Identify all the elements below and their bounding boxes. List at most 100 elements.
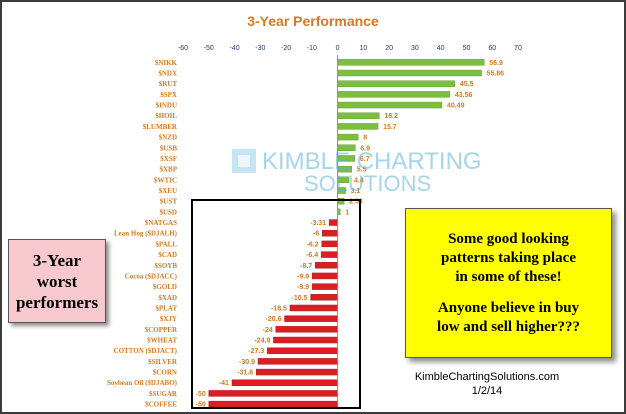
- category-label-12: $XEU: [159, 187, 177, 195]
- category-label-23: $PLAT: [155, 304, 177, 312]
- category-label-28: $SILVER: [148, 358, 178, 366]
- x-tick-label-0: -60: [178, 45, 188, 52]
- category-label-20: Cocoa ($DJACC): [125, 272, 178, 280]
- value-label-28: -30.9: [239, 359, 255, 366]
- category-label-10: $XBP: [160, 166, 178, 174]
- x-tick-label-3: -30: [255, 45, 265, 52]
- category-label-19: $SOYB: [154, 262, 177, 270]
- category-label-11: $WTIC: [154, 176, 177, 184]
- category-label-25: $COPPER: [145, 326, 178, 334]
- category-label-9: $XSF: [160, 155, 177, 163]
- x-tick-label-2: -40: [229, 45, 239, 52]
- value-label-0: 56.9: [489, 60, 503, 67]
- bar-3: [337, 91, 451, 98]
- value-label-5: 16.2: [384, 113, 398, 120]
- value-label-24: -20.6: [266, 316, 282, 323]
- value-label-6: 15.7: [383, 124, 397, 131]
- category-label-26: $WHEAT: [147, 337, 177, 345]
- bar-6: [337, 123, 379, 130]
- bar-4: [337, 101, 443, 109]
- bar-0: [337, 59, 485, 66]
- value-label-17: -6.2: [307, 241, 319, 248]
- value-label-23: -18.5: [271, 305, 287, 312]
- value-label-30: -41: [219, 380, 229, 387]
- value-label-29: -31.6: [237, 370, 253, 377]
- category-label-31: $SUGAR: [149, 390, 178, 398]
- category-label-15: $NATGAS: [145, 219, 177, 227]
- credit-date: 1/2/14: [471, 385, 503, 397]
- x-tick-label-8: 20: [385, 45, 393, 52]
- value-label-4: 40.49: [447, 103, 465, 110]
- category-label-1: $NDX: [158, 70, 177, 78]
- bars: [208, 59, 485, 408]
- worst-box-line-1: 3-Year: [32, 250, 82, 270]
- category-label-0: $NIKK: [155, 59, 178, 67]
- worst-box-line-2: worst: [36, 271, 78, 291]
- kimble-watermark-logo: KIMBLE CHARTING SOLUTIONS: [232, 145, 502, 196]
- value-label-20: -9.9: [297, 273, 309, 280]
- value-label-31: -50: [196, 391, 206, 398]
- category-label-30: Soybean Oil ($DJABO): [107, 379, 178, 387]
- value-label-2: 45.5: [460, 81, 474, 88]
- category-label-29: $CORN: [153, 369, 177, 377]
- bar-2: [337, 80, 456, 87]
- value-label-1: 55.86: [487, 71, 505, 78]
- worst-performers-callout: 3-Year worst performers: [8, 239, 106, 323]
- svg-text:SOLUTIONS: SOLUTIONS: [304, 171, 431, 193]
- category-label-8: $USB: [160, 144, 177, 152]
- category-label-13: $UST: [160, 198, 177, 206]
- category-label-2: $RUT: [159, 80, 178, 88]
- value-label-7: 8: [363, 135, 367, 142]
- worst-box-line-3: performers: [15, 292, 99, 312]
- value-label-27: -27.3: [248, 348, 264, 355]
- bar-7: [337, 133, 359, 141]
- x-axis-ticks: -60 -50 -40 -30 -20 -10 0 10 20 30 40 50 60 70: [178, 45, 522, 52]
- x-tick-label-6: 0: [336, 45, 340, 52]
- value-label-13: 2.53: [349, 199, 363, 206]
- chart-title: 3-Year Performance: [247, 13, 379, 29]
- x-tick-label-11: 50: [463, 45, 471, 52]
- bar-5: [337, 112, 380, 119]
- comment-line-1: Some good looking: [448, 230, 569, 247]
- category-label-17: $PALL: [155, 240, 177, 248]
- x-tick-label-4: -20: [281, 45, 291, 52]
- credit-text: KimbleChartingSolutions.com 1/2/14: [392, 370, 582, 398]
- comment-line-4: Anyone believe in buy: [437, 299, 580, 316]
- category-label-3: $SPX: [160, 91, 177, 99]
- value-label-9: 6.7: [360, 156, 370, 163]
- comment-line-2: patterns taking place: [441, 249, 576, 266]
- comment-line-3: in some of these!: [455, 268, 562, 285]
- value-label-18: -6.4: [306, 252, 318, 259]
- value-label-15: -3.31: [310, 220, 326, 227]
- credit-site: KimbleChartingSolutions.com: [414, 371, 560, 383]
- category-label-16: Lean Hog ($DJALH): [114, 230, 178, 238]
- category-label-21: $GOLD: [153, 283, 177, 291]
- x-tick-label-13: 70: [514, 45, 522, 52]
- x-tick-label-7: 10: [359, 45, 367, 52]
- value-label-11: 4.4: [354, 177, 364, 184]
- category-label-4: $INDU: [156, 102, 177, 110]
- value-label-3: 43.56: [455, 92, 473, 99]
- value-label-10: 5.5: [357, 167, 367, 174]
- category-label-5: $HOIL: [155, 112, 177, 120]
- value-label-8: 6.9: [360, 145, 370, 152]
- value-label-26: -24.9: [254, 338, 270, 345]
- value-label-32: -50: [196, 402, 206, 409]
- category-label-18: $CAD: [158, 251, 177, 259]
- x-tick-label-1: -50: [204, 45, 214, 52]
- svg-text:KIMBLE CHARTING: KIMBLE CHARTING: [262, 148, 482, 175]
- value-label-12: 3.1: [351, 188, 361, 195]
- value-label-25: -24: [263, 327, 273, 334]
- category-label-32: $COFFEE: [145, 401, 177, 409]
- x-tick-label-5: -10: [307, 45, 317, 52]
- category-label-27: COTTON ($DJACT): [114, 347, 178, 355]
- value-label-16: -6: [313, 231, 319, 238]
- bar-1: [337, 69, 482, 77]
- value-label-14: 1: [345, 209, 349, 216]
- category-label-24: $XJY: [160, 315, 177, 323]
- category-labels: $NIKK $NDX $RUT $SPX $INDU $HOIL $LUMBER $NZD $U…: [107, 59, 178, 409]
- value-label-19: -8.7: [300, 263, 312, 270]
- category-label-14: $USD: [159, 208, 177, 216]
- category-label-6: $LUMBER: [143, 123, 178, 131]
